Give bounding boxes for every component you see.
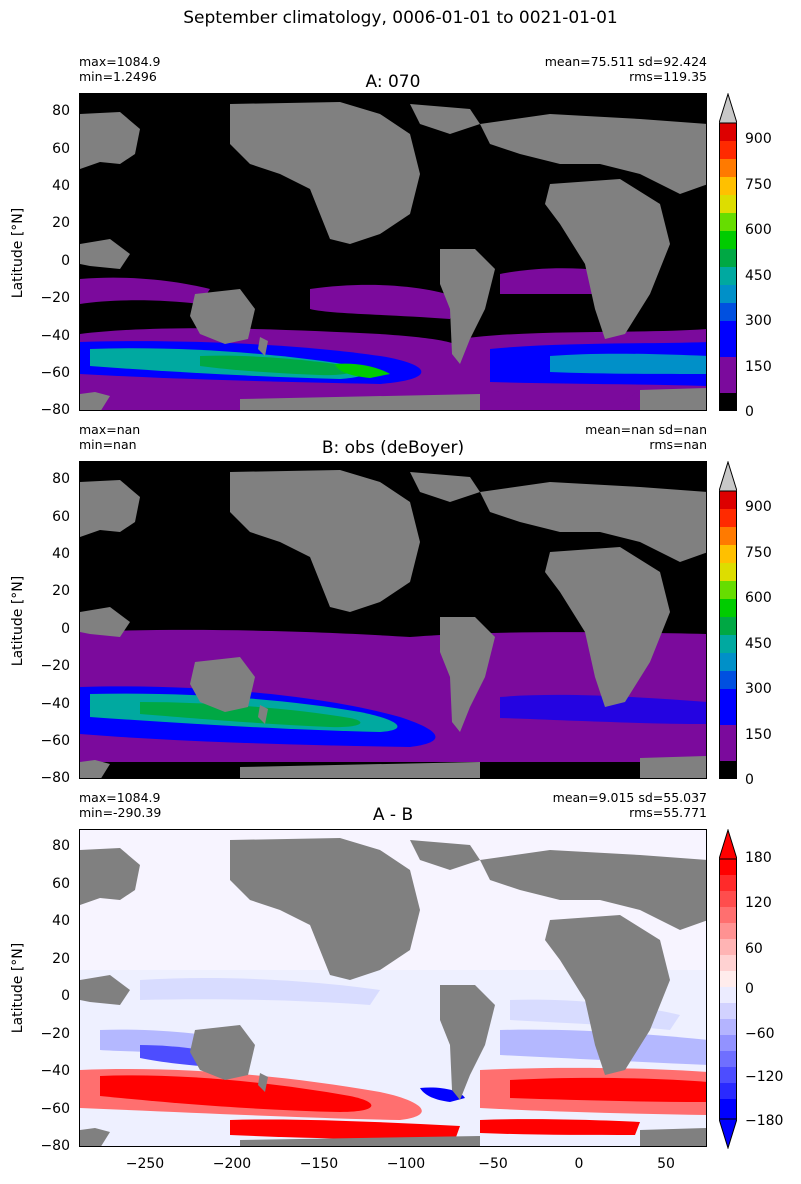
ytick-label: −80 [40,402,70,418]
ytick-label: 80 [52,103,70,119]
ytick-label: 60 [52,876,70,892]
panel-b-land [80,470,706,778]
panel-c-title: A - B [372,805,414,825]
ytick-label: 0 [61,621,70,637]
cbar-tick-label: −180 [745,1113,784,1129]
xtick-label: −250 [125,1156,165,1172]
panel-a-land [80,102,706,410]
panel-a-title: A: 070 [365,72,421,92]
ytick-label: 20 [52,951,70,967]
cbar-tick-label: 600 [745,222,772,238]
ytick-label: 40 [52,546,70,562]
panel-a-min: min=1.2496 [79,69,157,84]
ytick-label: 60 [52,509,70,525]
ytick-label: −40 [40,1063,70,1079]
ytick-label: 80 [52,838,70,854]
xtick-label: −100 [386,1156,426,1172]
xtick-label: 50 [657,1156,675,1172]
panel-c-min: min=-290.39 [79,805,162,820]
cbar-tick-label: 900 [745,499,772,515]
cbar-tick-label: 750 [745,545,772,561]
ytick-label: 60 [52,141,70,157]
panel-a-mean-sd: mean=75.511 sd=92.424 [544,54,707,69]
ytick-label: 20 [52,215,70,231]
ytick-label: 0 [61,988,70,1004]
ytick-label: −60 [40,733,70,749]
cbar-tick-label: 300 [745,313,772,329]
panel-c-map [79,829,707,1147]
cbar-tick-label: 0 [745,772,754,788]
panel-a-max: max=1084.9 [79,54,161,69]
panel-c-mean-sd: mean=9.015 sd=55.037 [552,790,707,805]
ytick-label: −40 [40,328,70,344]
ytick-label: −40 [40,696,70,712]
panel-b-rms: rms=nan [649,437,707,452]
ytick-label: 40 [52,913,70,929]
panel-c-ylabel: Latitude [°N] [10,942,26,1034]
cbar-tick-label: −60 [745,1026,775,1042]
panel-c-rms: rms=55.771 [629,805,707,820]
cbar-tick-label: 900 [745,131,772,147]
panel-a-colorbar [718,92,738,411]
cbar-tick-label: 150 [745,727,772,743]
cbar-tick-label: 450 [745,268,772,284]
ytick-label: −20 [40,658,70,674]
cbar-tick-label: 300 [745,681,772,697]
cbar-tick-label: 180 [745,850,772,866]
ytick-label: −20 [40,290,70,306]
panel-b-ylabel: Latitude [°N] [10,575,26,667]
cbar-tick-label: 0 [745,981,754,997]
ytick-label: −80 [40,770,70,786]
panel-c-land [80,838,706,1146]
cbar-tick-label: 750 [745,177,772,193]
xtick-label: −150 [299,1156,339,1172]
cbar-tick-label: 0 [745,404,754,420]
cbar-tick-label: 60 [745,941,763,957]
panel-b-max: max=nan [79,422,141,437]
ytick-label: −60 [40,1101,70,1117]
ytick-label: −80 [40,1138,70,1154]
cbar-tick-label: −120 [745,1069,784,1085]
panel-a-rms: rms=119.35 [629,69,707,84]
panel-a-ylabel: Latitude [°N] [10,207,26,299]
panel-b-mean-sd: mean=nan sd=nan [585,422,707,437]
panel-b-min: min=nan [79,437,137,452]
cbar-tick-label: 150 [745,359,772,375]
panel-b-colorbar [718,460,738,779]
ytick-label: −20 [40,1026,70,1042]
cbar-tick-label: 120 [745,895,772,911]
ytick-label: −60 [40,365,70,381]
panel-c-max: max=1084.9 [79,790,161,805]
xtick-label: −200 [212,1156,252,1172]
ytick-label: 20 [52,583,70,599]
ytick-label: 40 [52,178,70,194]
xtick-label: 0 [574,1156,584,1172]
panel-c-colorbar [718,828,738,1150]
panel-b-map [79,461,707,779]
cbar-tick-label: 450 [745,636,772,652]
ytick-label: 0 [61,253,70,269]
ytick-label: 80 [52,471,70,487]
panel-a-map [79,93,707,411]
cbar-tick-label: 600 [745,590,772,606]
figure-title: September climatology, 0006-01-01 to 002… [183,8,618,28]
panel-b-title: B: obs (deBoyer) [321,438,465,458]
xtick-label: −50 [478,1156,508,1172]
